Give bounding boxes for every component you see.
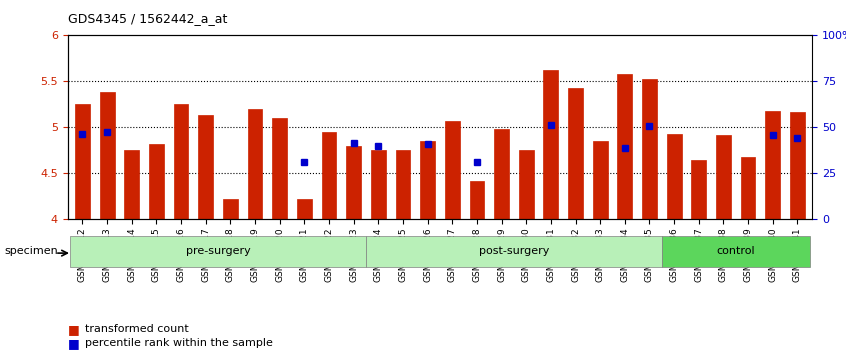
Bar <box>173 104 189 219</box>
Bar <box>420 141 435 219</box>
Bar <box>149 144 164 219</box>
Bar <box>248 109 262 219</box>
Bar <box>618 74 632 219</box>
Bar <box>740 157 755 219</box>
Bar <box>223 199 238 219</box>
Text: specimen: specimen <box>4 246 58 256</box>
Bar <box>790 112 805 219</box>
Bar <box>519 150 534 219</box>
Text: transformed count: transformed count <box>85 324 189 334</box>
Bar <box>667 134 682 219</box>
FancyBboxPatch shape <box>366 236 662 267</box>
Bar <box>766 111 780 219</box>
Bar <box>569 88 583 219</box>
Text: post-surgery: post-surgery <box>479 246 549 256</box>
Bar <box>75 104 90 219</box>
Bar <box>494 129 509 219</box>
Bar <box>470 181 484 219</box>
Bar <box>198 115 213 219</box>
Bar <box>691 160 706 219</box>
Bar <box>593 141 607 219</box>
Bar <box>642 79 656 219</box>
Text: GDS4345 / 1562442_a_at: GDS4345 / 1562442_a_at <box>68 12 227 25</box>
Text: ■: ■ <box>68 323 80 336</box>
Text: pre-surgery: pre-surgery <box>185 246 250 256</box>
Text: ■: ■ <box>68 337 80 350</box>
Bar <box>716 135 731 219</box>
Text: control: control <box>717 246 755 256</box>
Bar <box>371 150 386 219</box>
Bar <box>297 199 311 219</box>
Bar <box>543 70 558 219</box>
FancyBboxPatch shape <box>662 236 810 267</box>
Bar <box>396 150 410 219</box>
Bar <box>124 150 140 219</box>
FancyBboxPatch shape <box>70 236 366 267</box>
Bar <box>346 146 361 219</box>
Bar <box>272 118 287 219</box>
Bar <box>445 121 459 219</box>
Bar <box>100 92 114 219</box>
Text: percentile rank within the sample: percentile rank within the sample <box>85 338 272 348</box>
Bar <box>321 132 337 219</box>
